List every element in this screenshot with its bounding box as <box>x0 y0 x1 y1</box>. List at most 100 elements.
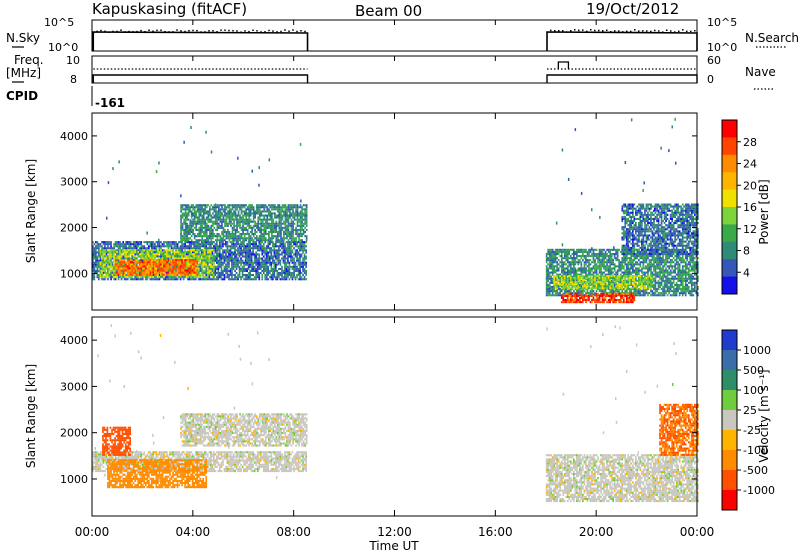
heat-cell <box>551 292 554 295</box>
heat-cell <box>137 275 140 278</box>
heat-cell <box>255 206 258 209</box>
heat-cell <box>117 247 120 250</box>
heat-cell <box>219 249 221 252</box>
heat-cell <box>214 255 217 258</box>
heat-cell <box>190 257 192 260</box>
heat-cell <box>223 251 226 254</box>
heat-cell <box>243 222 246 225</box>
heat-cell <box>197 247 200 250</box>
heat-cell <box>242 228 244 231</box>
heat-cell <box>280 216 282 219</box>
heat-cell <box>111 269 114 272</box>
heat-cell <box>102 275 105 278</box>
heat-cell <box>163 245 165 248</box>
heat-cell <box>164 257 167 260</box>
heat-cell <box>284 272 286 275</box>
heat-cell <box>219 257 221 260</box>
heat-cell <box>548 250 551 253</box>
heat-cell <box>113 251 115 254</box>
heat-cell <box>268 226 270 229</box>
heat-cell <box>275 222 278 225</box>
heat-cell <box>138 275 141 278</box>
heat-cell <box>155 253 158 256</box>
heat-cell <box>176 257 179 260</box>
nsearch-point <box>276 31 278 33</box>
heat-cell <box>143 249 146 252</box>
heat-cell <box>107 273 109 276</box>
heat-cell <box>155 271 158 274</box>
heat-cell <box>234 257 236 260</box>
heat-cell <box>257 208 260 211</box>
heat-cell <box>275 257 277 260</box>
heat-cell <box>128 267 130 270</box>
heat-cell <box>220 257 223 260</box>
heat-cell <box>224 228 226 231</box>
heat-cell <box>170 255 173 258</box>
heat-cell <box>255 276 257 279</box>
heat-cell <box>214 267 217 270</box>
heat-cell <box>196 251 199 254</box>
heat-cell <box>179 247 182 250</box>
heat-cell <box>247 241 250 244</box>
heat-cell <box>199 265 202 268</box>
heat-cell <box>261 265 264 268</box>
heat-cell <box>151 273 153 276</box>
heat-cell <box>293 269 295 272</box>
heat-cell <box>262 272 265 275</box>
heat-cell <box>207 228 210 231</box>
heat-cell <box>568 279 571 282</box>
heat-cell <box>126 275 129 278</box>
heat-cell <box>294 251 297 254</box>
heat-cell <box>576 253 578 256</box>
heat-cell <box>243 247 245 250</box>
heat-cell <box>252 226 255 229</box>
heat-cell <box>287 272 289 275</box>
heat-cell <box>190 210 193 213</box>
heat-cell <box>154 259 156 262</box>
heat-cell <box>247 272 250 275</box>
heat-cell <box>573 273 575 276</box>
heat-cell <box>276 257 279 260</box>
heat-cell <box>293 243 295 246</box>
heat-cell <box>295 206 297 209</box>
heat-cell <box>186 224 188 227</box>
heat-cell <box>289 237 291 240</box>
heat-cell <box>290 247 292 250</box>
heat-cell <box>255 235 258 238</box>
heat-cell <box>296 210 299 213</box>
heat-cell <box>157 251 159 254</box>
heat-cell <box>260 228 263 231</box>
heat-cell <box>266 239 269 242</box>
heat-cell <box>556 253 558 256</box>
heat-cell <box>161 255 164 258</box>
heat-cell <box>206 278 209 281</box>
heat-cell <box>199 218 202 221</box>
heat-cell <box>116 255 118 258</box>
heat-cell <box>101 259 103 262</box>
heat-cell <box>95 265 97 268</box>
heat-cell <box>268 204 270 207</box>
heat-cell <box>231 278 233 281</box>
heat-cell <box>242 204 244 207</box>
heat-cell <box>200 261 203 264</box>
heat-cell <box>269 255 271 258</box>
heat-cell <box>563 253 566 256</box>
heat-cell <box>289 216 291 219</box>
heat-cell <box>119 257 121 260</box>
heat-cell <box>288 243 291 246</box>
heat-cell <box>151 255 153 258</box>
heat-cell <box>186 212 188 215</box>
heat-cell <box>231 228 234 231</box>
heat-cell <box>195 210 198 213</box>
heat-cell <box>255 261 257 264</box>
heat-cell <box>272 272 274 275</box>
heat-cell <box>280 231 282 234</box>
heat-cell <box>280 235 282 238</box>
heat-cell <box>218 206 220 209</box>
heat-cell <box>244 269 247 272</box>
heat-cell <box>270 263 273 266</box>
heat-cell <box>562 265 565 268</box>
heat-cell <box>131 255 133 258</box>
heat-cell <box>212 228 214 231</box>
heat-cell <box>550 265 552 268</box>
